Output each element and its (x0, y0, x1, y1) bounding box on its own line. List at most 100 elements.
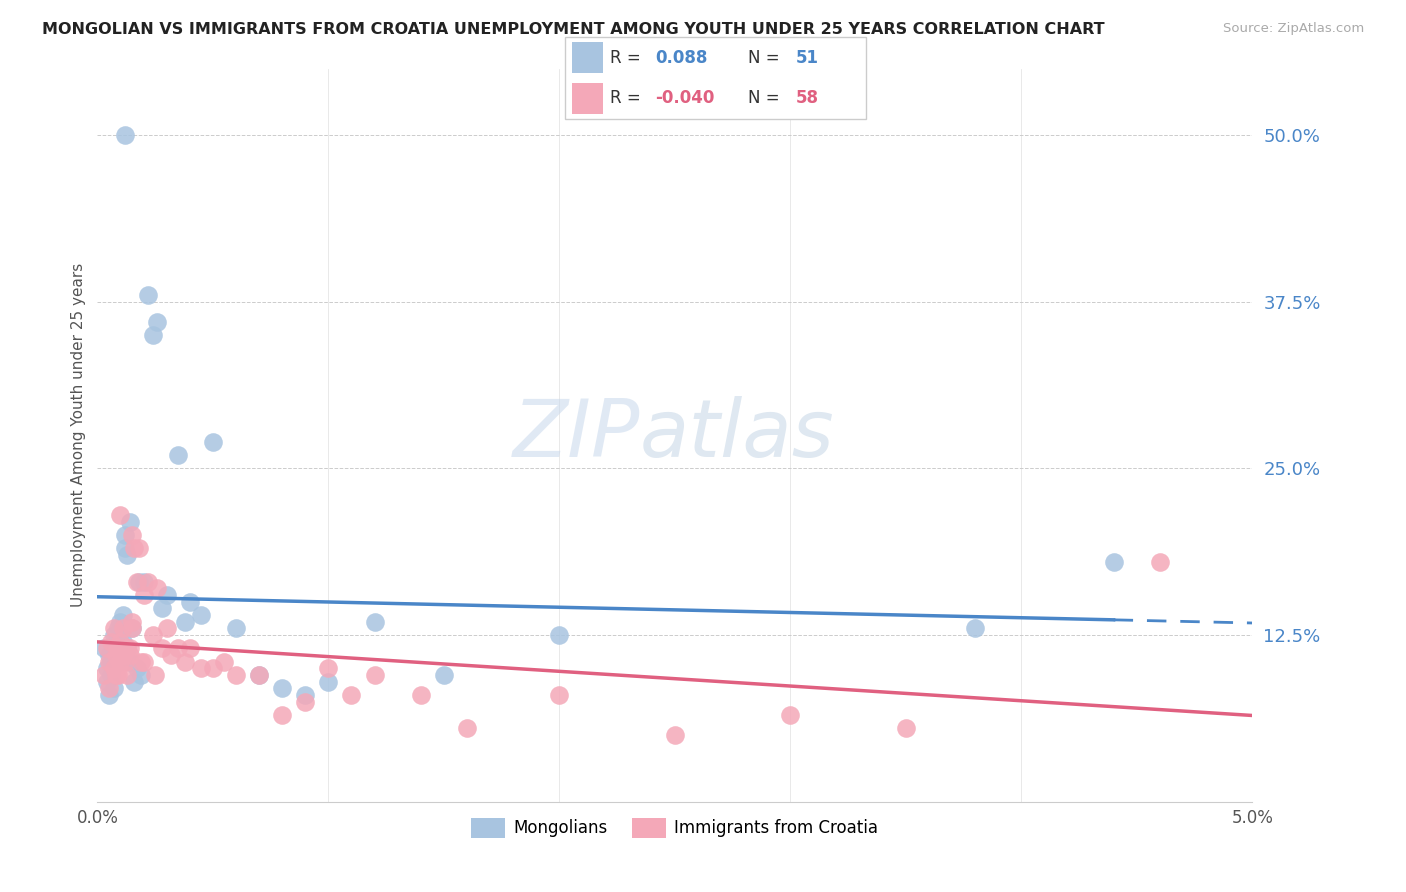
Point (104, 634, 127, 648)
Point (201, 661, 224, 675)
Point (894, 721, 917, 735)
Point (318, 674, 340, 689)
Point (96, 641, 118, 656)
Point (142, 328, 165, 343)
Point (548, 688, 571, 702)
Point (104, 668, 127, 682)
Point (121, 621, 143, 635)
Point (156, 621, 179, 635)
Point (340, 688, 363, 702)
Point (129, 668, 152, 682)
Point (100, 634, 122, 648)
Point (142, 628, 165, 642)
Point (93, 641, 115, 656)
Point (117, 641, 139, 656)
Point (117, 668, 139, 682)
Point (114, 541, 136, 556)
Point (190, 661, 212, 675)
Point (160, 648, 183, 662)
Point (118, 641, 141, 656)
Point (118, 648, 141, 662)
Text: R =: R = (610, 49, 641, 67)
Point (433, 668, 456, 682)
Point (132, 655, 155, 669)
Point (225, 621, 247, 635)
Text: -0.040: -0.040 (655, 89, 714, 107)
Text: N =: N = (748, 89, 779, 107)
Point (294, 695, 316, 709)
Point (121, 528, 143, 542)
FancyBboxPatch shape (572, 43, 603, 73)
Point (110, 628, 132, 642)
Point (146, 582, 169, 596)
Point (125, 661, 148, 675)
Point (110, 655, 132, 669)
Point (128, 541, 150, 556)
Point (111, 621, 134, 635)
Point (93, 668, 115, 682)
Point (107, 621, 129, 635)
Point (103, 621, 125, 635)
Point (150, 601, 173, 615)
Point (104, 648, 127, 662)
Point (96, 674, 118, 689)
Text: N =: N = (748, 49, 779, 67)
Point (318, 661, 340, 675)
Point (110, 508, 132, 522)
Point (456, 721, 478, 735)
Point (111, 648, 134, 662)
Point (103, 681, 125, 696)
Point (124, 541, 146, 556)
Point (214, 655, 236, 669)
Point (963, 621, 986, 635)
Point (1102, 555, 1125, 569)
Point (156, 588, 179, 602)
Point (136, 574, 159, 589)
Point (97, 681, 120, 696)
Point (97, 688, 120, 702)
Point (146, 315, 169, 329)
Point (121, 615, 143, 629)
Point (174, 615, 197, 629)
Point (664, 728, 686, 742)
Point (97, 648, 120, 662)
Point (103, 661, 125, 675)
Point (114, 641, 136, 656)
FancyBboxPatch shape (572, 83, 603, 113)
Point (104, 641, 127, 656)
Point (110, 648, 132, 662)
Point (247, 668, 270, 682)
Point (136, 288, 159, 302)
Point (174, 655, 197, 669)
Point (107, 641, 129, 656)
Point (114, 528, 136, 542)
Point (111, 607, 134, 622)
Text: MONGOLIAN VS IMMIGRANTS FROM CROATIA UNEMPLOYMENT AMONG YOUTH UNDER 25 YEARS COR: MONGOLIAN VS IMMIGRANTS FROM CROATIA UNE… (42, 22, 1105, 37)
Point (117, 548, 139, 562)
Point (111, 634, 134, 648)
Point (114, 655, 136, 669)
Text: 58: 58 (796, 89, 818, 107)
Text: 0.088: 0.088 (655, 49, 707, 67)
Point (118, 515, 141, 529)
Point (107, 655, 129, 669)
Point (271, 681, 294, 696)
Point (100, 668, 122, 682)
Point (128, 574, 150, 589)
Point (132, 574, 155, 589)
Point (100, 655, 122, 669)
Y-axis label: Unemployment Among Youth under 25 years: Unemployment Among Youth under 25 years (72, 263, 86, 607)
Point (121, 621, 143, 635)
Point (363, 668, 385, 682)
Point (1149, 555, 1171, 569)
Point (247, 668, 270, 682)
Point (96, 661, 118, 675)
Point (179, 594, 201, 608)
Point (110, 634, 132, 648)
Point (409, 688, 432, 702)
Point (190, 607, 212, 622)
Point (201, 434, 224, 449)
Point (167, 448, 190, 462)
Legend: Mongolians, Immigrants from Croatia: Mongolians, Immigrants from Croatia (465, 811, 884, 845)
Text: Source: ZipAtlas.com: Source: ZipAtlas.com (1223, 22, 1364, 36)
